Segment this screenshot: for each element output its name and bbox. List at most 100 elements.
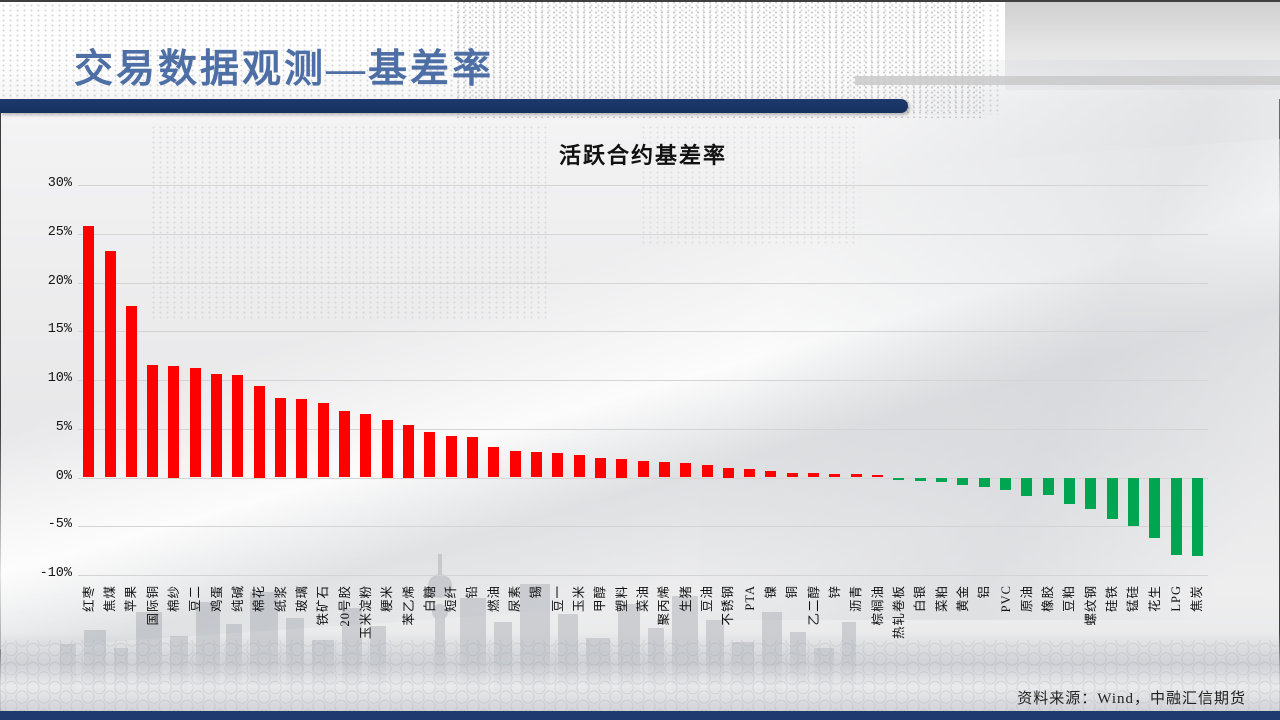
bar-纸浆 — [275, 397, 286, 478]
x-axis-label-text: 硅铁 — [1105, 585, 1120, 613]
x-axis-label-text: 20号胶 — [337, 585, 352, 627]
gridline--5% — [78, 526, 1208, 528]
x-axis-label-text: 豆粕 — [1062, 585, 1077, 613]
bar-苹果 — [125, 305, 137, 478]
bottom-silver-band — [0, 632, 1280, 712]
bottom-border-bar — [0, 711, 1280, 720]
x-axis-label-text: 棉花 — [252, 585, 267, 613]
page-title: 交易数据观测—基差率 — [74, 48, 495, 91]
x-axis-label-text: 粳米 — [380, 585, 395, 613]
bar-红枣 — [83, 225, 95, 478]
bar-PTA — [744, 468, 756, 478]
bar-PVC — [1000, 477, 1011, 491]
x-axis-label-text: 焦炭 — [1190, 585, 1205, 613]
x-axis-label-text: 豆二 — [188, 585, 203, 613]
bar-棉花 — [253, 385, 265, 478]
x-axis-label-text: 沥青 — [849, 585, 864, 613]
bar-镍 — [765, 471, 777, 478]
x-axis-label-text: 乙二醇 — [806, 585, 821, 626]
x-axis-label-text: 豆油 — [700, 585, 714, 613]
bar-粳米 — [381, 420, 393, 478]
bar-白糖 — [424, 431, 436, 478]
x-axis-label-text: 生猪 — [678, 585, 693, 613]
bar-菜油 — [637, 460, 649, 478]
bar-菜粕 — [936, 477, 947, 483]
x-axis-label-text: 棉纱 — [166, 585, 181, 613]
x-axis-label-text: 白银 — [913, 585, 928, 613]
bar-甲醇 — [594, 458, 606, 478]
bar-铅 — [466, 436, 478, 478]
x-axis-label-text: PTA — [742, 585, 757, 611]
bar-20号胶 — [339, 411, 350, 478]
bar-沥青 — [850, 474, 862, 478]
bar-不锈钢 — [722, 467, 734, 478]
bar-玉米 — [573, 455, 585, 478]
x-axis-label-text: 铅 — [465, 585, 480, 599]
bar-铁矿石 — [317, 403, 329, 478]
x-axis-label-text: 锌 — [827, 585, 842, 599]
x-axis-label-text: 苹果 — [124, 585, 139, 613]
bar-橡胶 — [1042, 477, 1054, 496]
bar-铝 — [978, 477, 990, 488]
x-axis-label-text: 聚丙烯 — [657, 585, 672, 626]
x-axis-label-text: 鸡蛋 — [209, 585, 224, 613]
x-axis-label-text: 苯乙烯 — [401, 585, 416, 626]
gridline--10% — [78, 575, 1208, 576]
bar-短纤 — [445, 435, 457, 478]
bar-铜 — [786, 472, 798, 478]
gridline-30% — [78, 185, 1208, 186]
bar-锌 — [829, 473, 841, 478]
bar-豆粕 — [1063, 477, 1075, 504]
bar-原油 — [1021, 477, 1033, 496]
bar-热轧卷板 — [893, 477, 905, 480]
x-axis-label-text: 尿素 — [508, 585, 523, 613]
x-axis-label-text: 国际铜 — [145, 585, 160, 626]
bar-螺纹钢 — [1085, 477, 1097, 509]
x-axis-label-text: 菜油 — [636, 585, 650, 613]
gridline-20% — [78, 282, 1208, 284]
x-axis-label-text: 纸浆 — [273, 585, 288, 613]
x-axis-label-text: 塑料 — [614, 585, 629, 613]
y-axis-tick--10%: -10% — [39, 566, 72, 581]
bar-黄金 — [957, 477, 969, 485]
x-axis-label-text: 焦煤 — [103, 585, 117, 613]
gridline-25% — [78, 233, 1208, 235]
y-axis-tick-5%: 5% — [55, 419, 72, 435]
bar-豆一 — [552, 453, 564, 478]
bar-苯乙烯 — [403, 424, 414, 478]
x-axis-label-text: 不锈钢 — [721, 585, 736, 626]
x-axis-label-text: 菜粕 — [934, 585, 949, 613]
bar-聚丙烯 — [658, 461, 670, 478]
y-axis-tick-0%: 0% — [55, 468, 72, 484]
bar-LPG — [1170, 477, 1182, 555]
bar-尿素 — [509, 451, 521, 478]
x-axis-label-text: 锰硅 — [1126, 585, 1141, 613]
bar-棕榈油 — [872, 474, 883, 478]
gridline-5% — [78, 428, 1208, 430]
x-axis-label-text: 黄金 — [955, 585, 970, 613]
bar-玉米淀粉 — [360, 414, 372, 478]
top-border-line — [0, 0, 1280, 2]
bar-豆二 — [189, 368, 201, 478]
bar-花生 — [1149, 477, 1161, 538]
bar-玻璃 — [296, 398, 308, 478]
x-axis-label-text: 铁矿石 — [316, 585, 331, 626]
x-axis-label-text: 玻璃 — [294, 585, 309, 613]
world-map-dots-pattern — [455, 0, 985, 118]
gridline-0% — [78, 477, 1208, 479]
world-map-dots-pattern — [150, 125, 550, 320]
x-axis-label-text: 白糖 — [422, 585, 437, 613]
gridline-10% — [78, 380, 1208, 381]
x-axis-label-text: 棕榈油 — [870, 585, 885, 626]
y-axis-tick--5%: -5% — [47, 517, 72, 533]
x-axis-label-text: 镍 — [763, 585, 778, 599]
x-axis-label-text: 热轧卷板 — [891, 585, 906, 640]
bar-焦煤 — [104, 251, 116, 478]
x-axis-label-text: 燃油 — [486, 585, 501, 613]
x-axis-label-text: 原油 — [1019, 585, 1034, 613]
bar-鸡蛋 — [211, 374, 223, 478]
x-axis-label-text: 豆一 — [550, 585, 565, 613]
header-gray-band — [855, 76, 1280, 85]
